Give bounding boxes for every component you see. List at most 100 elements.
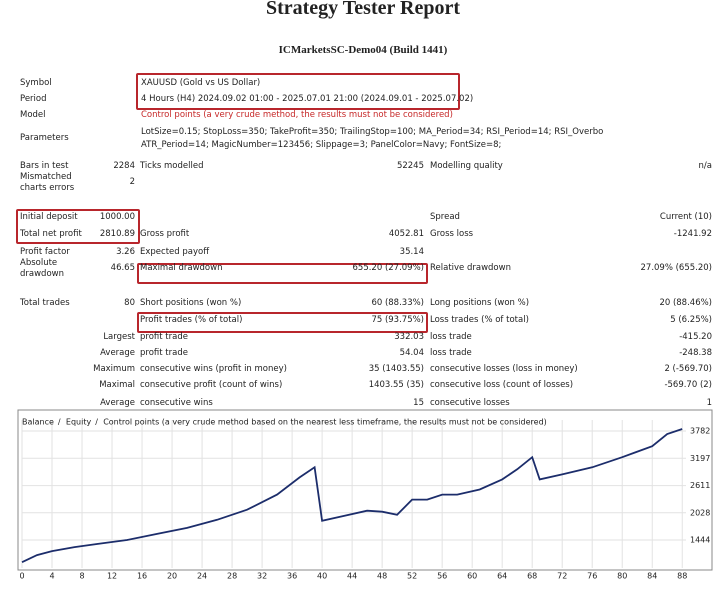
stat-value: 35 (1403.55): [368, 364, 424, 374]
stat-value: n/a: [698, 161, 712, 171]
stat-label: consecutive wins: [140, 398, 213, 408]
stat-value: 655.20 (27.09%): [352, 263, 425, 273]
stat-value: 35.14: [399, 247, 424, 257]
stat-label: consecutive profit (count of wins): [140, 380, 283, 390]
stat-value: 2810.89: [99, 229, 135, 239]
stat-label: Total net profit: [20, 229, 82, 239]
stat-value: 2: [129, 177, 135, 187]
setting-label: Period: [20, 94, 47, 104]
x-tick-label: 72: [557, 572, 567, 581]
stat-value: 54.04: [399, 348, 424, 358]
x-tick-label: 64: [497, 572, 507, 581]
highlight: [137, 312, 428, 333]
stat-value: 46.65: [110, 263, 135, 273]
stat-value: 2 (-569.70): [664, 364, 712, 374]
x-tick-label: 36: [287, 572, 297, 581]
y-tick-label: 2611: [690, 481, 710, 490]
y-tick-label: 1444: [690, 535, 710, 544]
legend-entry: Control points (a very crude method base…: [103, 418, 547, 427]
stat-label: Ticks modelled: [140, 161, 204, 171]
stat-label: Average: [100, 398, 135, 408]
highlight: [136, 73, 460, 110]
x-tick-label: 12: [107, 572, 117, 581]
setting-value: LotSize=0.15; StopLoss=350; TakeProfit=3…: [141, 127, 604, 137]
stat-label: Absolute drawdown: [20, 258, 64, 279]
y-tick-label: 3782: [690, 427, 710, 436]
stat-value: 1403.55 (35): [368, 380, 424, 390]
stat-label: Long positions (won %): [430, 298, 530, 308]
legend-entry: Balance: [22, 418, 54, 427]
highlight: [137, 263, 428, 284]
stat-label: Total trades: [20, 298, 70, 308]
stat-label: Maximal: [99, 380, 135, 390]
stat-label: Loss trades (% of total): [430, 315, 529, 325]
stat-value: -569.70 (2): [664, 380, 712, 390]
stat-label: Profit trades (% of total): [140, 315, 243, 325]
stat-label: Largest: [103, 332, 135, 342]
stat-value: 27.09% (655.20): [640, 263, 713, 273]
stat-label: Short positions (won %): [140, 298, 242, 308]
x-tick-label: 40: [317, 572, 327, 581]
stat-label: Bars in test: [20, 161, 69, 171]
stat-label: loss trade: [430, 332, 472, 342]
stat-value: -1241.92: [673, 229, 712, 239]
stat-value: 80: [124, 298, 135, 308]
subtitle: ICMarketsSC-Demo04 (Build 1441): [278, 44, 448, 56]
x-tick-label: 52: [407, 572, 417, 581]
stat-label: consecutive losses: [430, 398, 510, 408]
x-tick-label: 4: [49, 572, 54, 581]
x-tick-label: 0: [19, 572, 24, 581]
stat-label: Maximum: [93, 364, 135, 374]
setting-label: Parameters: [20, 133, 69, 143]
stat-label: Mismatched charts errors: [20, 172, 75, 193]
stat-value: 3.26: [116, 247, 135, 257]
stat-label: Spread: [430, 212, 460, 222]
stat-value: Current (10): [659, 212, 712, 222]
setting-value: 4 Hours (H4) 2024.09.02 01:00 - 2025.07.…: [141, 94, 474, 104]
x-tick-label: 8: [79, 572, 84, 581]
stat-value: -415.20: [679, 332, 712, 342]
x-tick-label: 44: [347, 572, 357, 581]
setting-value: XAUUSD (Gold vs US Dollar): [141, 78, 261, 88]
stat-value: 4052.81: [388, 229, 424, 239]
y-tick-label: 3197: [690, 454, 710, 463]
stat-value: 60 (88.33%): [371, 298, 424, 308]
stat-label: Modelling quality: [430, 161, 503, 171]
x-tick-label: 60: [467, 572, 477, 581]
x-tick-label: 80: [617, 572, 627, 581]
stat-value: 2284: [113, 161, 135, 171]
chart-frame: [17, 409, 713, 571]
balance-line: [21, 428, 683, 564]
stat-label: Gross profit: [140, 229, 190, 239]
x-tick-label: 48: [377, 572, 387, 581]
title: Strategy Tester Report: [265, 0, 461, 19]
y-tick-label: 2028: [690, 508, 710, 517]
x-tick-label: 88: [677, 572, 687, 581]
stat-label: consecutive wins (profit in money): [140, 364, 287, 374]
stat-value: 1000.00: [99, 212, 135, 222]
setting-label: Symbol: [20, 78, 52, 88]
x-tick-label: 68: [527, 572, 537, 581]
x-tick-label: 20: [167, 572, 177, 581]
legend-entry: Equity: [66, 418, 92, 427]
legend-separator: /: [58, 418, 61, 427]
setting-value: ATR_Period=14; MagicNumber=123456; Slipp…: [141, 140, 502, 150]
stat-label: profit trade: [140, 332, 188, 342]
stat-label: loss trade: [430, 348, 472, 358]
stat-value: 75 (93.75%): [371, 315, 424, 325]
x-tick-label: 84: [647, 572, 657, 581]
setting-label: Model: [20, 110, 46, 120]
x-tick-label: 32: [257, 572, 267, 581]
x-tick-label: 16: [137, 572, 147, 581]
stat-label: profit trade: [140, 348, 188, 358]
x-tick-label: 24: [197, 572, 207, 581]
stat-label: consecutive loss (count of losses): [430, 380, 574, 390]
stat-label: consecutive losses (loss in money): [430, 364, 578, 374]
highlight: [16, 209, 140, 244]
stat-value: 1: [706, 398, 712, 408]
stat-value: 15: [413, 398, 424, 408]
stat-label: Initial deposit: [20, 212, 78, 222]
stat-value: 20 (88.46%): [659, 298, 712, 308]
legend-separator: /: [95, 418, 98, 427]
